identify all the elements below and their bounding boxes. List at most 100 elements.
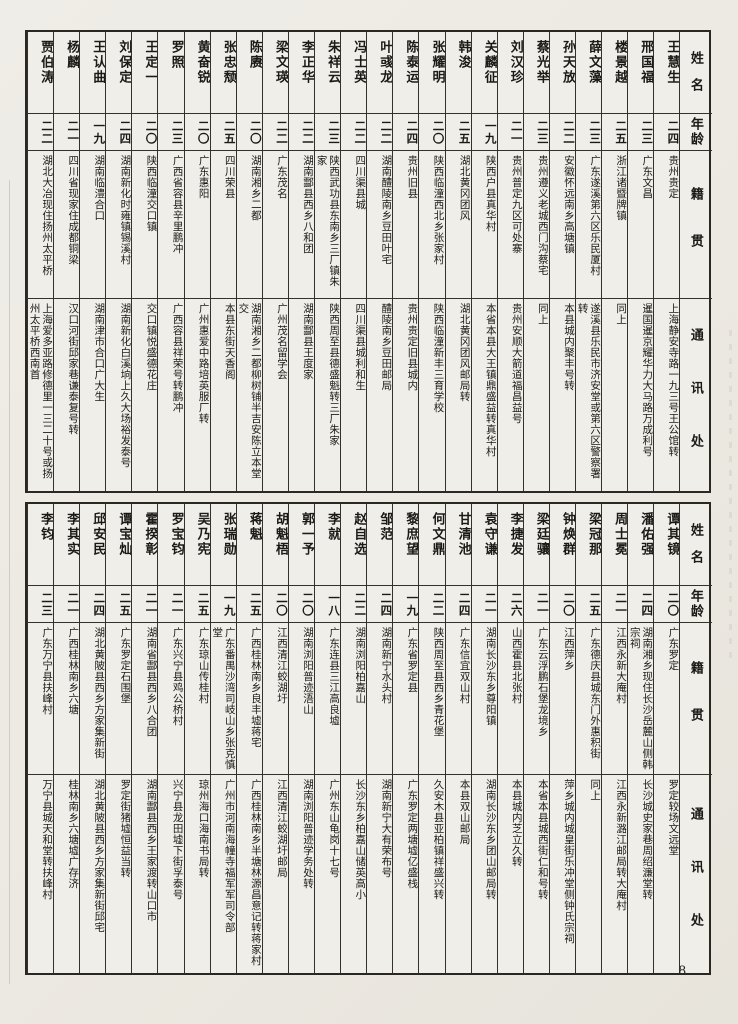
person-age: 二四 <box>445 586 471 623</box>
person-origin: 江西萍乡 <box>549 623 575 775</box>
person-address: 湖南酃县西乡王家渡转山口市 <box>145 779 157 922</box>
person-origin: 湖南省酃县西乡八合团 <box>132 623 158 775</box>
person-origin: 广东茂名 <box>262 151 288 299</box>
person-address: 琼州海口海南书局转 <box>197 779 209 878</box>
person-column: 赵自选 二二 湖南浏阳柏嘉山 长沙东乡柏嘉山储英高小 <box>340 504 367 973</box>
person-age: 二三 <box>523 114 549 151</box>
person-column: 韩浚 二五 湖北黄冈团风 湖北黄冈团风邮局转 <box>444 32 471 491</box>
person-address: 湖南津市合口广大生 <box>93 303 105 402</box>
person-origin: 陕西临潼交口镇 <box>132 151 158 299</box>
person-name: 李正华 <box>288 32 315 114</box>
person-name: 赵自选 <box>341 504 367 586</box>
person-column: 甘清池 二四 广东信宜双山村 本县双山邮局 <box>444 504 471 973</box>
person-address: 广州茂名留学会 <box>275 303 287 380</box>
person-age: 二三 <box>158 114 184 151</box>
person-address: 广东罗定两塘墟亿盛栈 <box>406 779 418 889</box>
person-age: 二三 <box>628 114 654 151</box>
person-address: 湖南湘乡二都柳树铺半吉安陈立本堂交 <box>237 303 261 479</box>
person-column: 冯士英 二二 四川渠县城 四川渠县城利和生 <box>340 32 367 491</box>
person-origin: 湖北大冶现住扬州太平桥 <box>28 151 54 299</box>
person-address: 湖南新宁大有荣布号 <box>380 779 392 878</box>
person-age: 二四 <box>628 586 654 623</box>
person-origin: 湖南酃县西乡八和团 <box>288 151 315 299</box>
header-origin: 籍贯 <box>680 623 713 775</box>
person-column: 蔡光举 二三 贵州遵义老城西门沟蔡宅 同上 <box>522 32 549 491</box>
person-column: 关麟征 一九 陕西户县真华村 本省本县大王镇鼎盛益转真华村 <box>470 32 497 491</box>
person-origin: 四川省现家住成都铜梁 <box>54 151 80 299</box>
person-name: 蔡光举 <box>523 32 549 114</box>
person-name: 杨麟 <box>54 32 80 114</box>
person-column: 刘保定 二四 湖南新化时雍镇锡溪村 湖南新化白溪垧上久大场裕发泰号 <box>105 32 132 491</box>
person-name: 王慧生 <box>654 32 680 114</box>
person-column: 邢国福 二三 广东文昌 暹国暹京耀华力大马路万成利号 <box>627 32 654 491</box>
person-origin: 广东罗定石围堡 <box>106 623 132 775</box>
person-origin: 广东遂溪第六区乐民厦村 <box>575 151 602 299</box>
person-column: 袁守谦 二一 湖南长沙东乡尊阳镇 湖南长沙东乡团山邮局转 <box>470 504 497 973</box>
person-column: 梁廷骧 二一 广东云浮鹏石堡龙境乡 本省本县城西街仁和号转 <box>522 504 549 973</box>
person-age: 二二 <box>341 586 367 623</box>
person-address: 罗定较场文远堂 <box>667 779 679 856</box>
person-origin: 江西永新大庵村 <box>602 623 628 775</box>
person-column: 李其实 二一 广西桂林南乡六塘 桂林南乡六塘墟广存济 <box>53 504 80 973</box>
person-address: 同上 <box>536 303 548 325</box>
person-address: 湖南酃县王度家 <box>302 303 314 380</box>
person-origin: 湖南浏阳普迹浯山 <box>288 623 315 775</box>
person-column: 叶彧龙 二二 湖南醴陵南乡豆田叶宅 醴陵南乡豆田邮局 <box>366 32 393 491</box>
person-name: 梁冠那 <box>575 504 602 586</box>
person-age: 二五 <box>602 114 628 151</box>
person-name: 楼景越 <box>602 32 628 114</box>
person-age: 二〇 <box>654 586 680 623</box>
person-origin: 湖北黄陂县西乡方家集新街 <box>80 623 106 775</box>
person-name: 孙天放 <box>549 32 575 114</box>
person-age: 二三 <box>28 586 54 623</box>
person-name: 王认曲 <box>80 32 106 114</box>
person-address: 贵州贵定旧县城内 <box>406 303 418 391</box>
person-column: 谭其镜 二〇 广东罗定 罗定较场文远堂 <box>653 504 680 973</box>
person-address: 醴陵南乡豆田邮局 <box>380 303 392 391</box>
person-age: 二五 <box>184 586 210 623</box>
person-address: 交口镇悦盛德花庄 <box>145 303 157 391</box>
person-age: 二二 <box>367 114 393 151</box>
person-column: 罗照 二三 广西省容县辛里鹏冲 广西容县祥荣号转鹏冲 <box>157 32 184 491</box>
person-age: 二〇 <box>549 586 575 623</box>
person-age: 二〇 <box>184 114 210 151</box>
person-column: 罗宝钧 二一 广东兴宁县鸡公桥村 兴宁县龙田墟下街孚泰号 <box>157 504 184 973</box>
person-address: 同上 <box>615 303 627 325</box>
person-address: 湖南新化白溪垧上久大场裕发泰号 <box>119 303 131 468</box>
person-origin: 湖北黄冈团风 <box>445 151 471 299</box>
person-name: 潘佑强 <box>628 504 654 586</box>
person-column: 贾伯涛 二二 湖北大冶现住扬州太平桥 上海爱多亚路修德里一三二十号或扬州太平桥西… <box>27 32 54 491</box>
person-age: 二三 <box>315 114 341 151</box>
person-age: 一九 <box>471 114 497 151</box>
person-name: 梁廷骧 <box>523 504 549 586</box>
person-origin: 湖南湘乡二都 <box>236 151 262 299</box>
person-column: 李钧 二三 广东万宁县扶峰村 万宁县城天和堂转扶峰村 <box>27 504 54 973</box>
person-address: 兴宁县龙田墟下街孚泰号 <box>171 779 183 900</box>
person-name: 甘清池 <box>445 504 471 586</box>
person-column: 孙天放 二二 安徽怀远南乡高塘镇 本县城内聚丰号转 <box>548 32 575 491</box>
person-name: 袁守谦 <box>471 504 497 586</box>
person-origin: 广东连县三江高良墟 <box>315 623 341 775</box>
person-name: 刘汉珍 <box>497 32 523 114</box>
person-address: 陕西周至县德盛魁转三厂朱家 <box>328 303 340 446</box>
header-age: 年龄 <box>680 586 713 623</box>
person-age: 二四 <box>80 586 106 623</box>
person-name: 谭宝灿 <box>106 504 132 586</box>
person-address: 广西桂林南乡半塘林源昌意记转蒋家村 <box>249 779 261 966</box>
person-address: 暹国暹京耀华力大马路万成利号 <box>641 303 653 457</box>
person-column: 谭宝灿 二五 广东罗定石围堡 罗定街猪墟恒益当转 <box>105 504 132 973</box>
person-column: 潘佑强 二四 湖南湘乡现住长沙岳麓山侧韩宗祠 长沙城史家巷周绍濂堂转 <box>627 504 654 973</box>
person-column: 张耀明 二〇 陕西临潼西北乡张家村 陕西临潼新丰三育学校 <box>418 32 445 491</box>
person-address: 同上 <box>589 779 601 801</box>
person-age: 一九 <box>210 586 236 623</box>
person-origin: 陕西临潼西北乡张家村 <box>419 151 445 299</box>
person-address: 汉口河街邱家巷谦泰复号转 <box>67 303 79 435</box>
person-address: 广州惠爱中路培英服厂转 <box>197 303 209 424</box>
person-name: 罗照 <box>158 32 184 114</box>
person-origin: 湖南浏阳柏嘉山 <box>341 623 367 775</box>
person-address: 万宁县城天和堂转扶峰村 <box>41 779 53 900</box>
person-column: 梁冠那 二五 广东德庆县城东门外惠积街 同上 <box>574 504 602 973</box>
person-origin: 广东信宜双山村 <box>445 623 471 775</box>
person-name: 朱祥云 <box>315 32 341 114</box>
